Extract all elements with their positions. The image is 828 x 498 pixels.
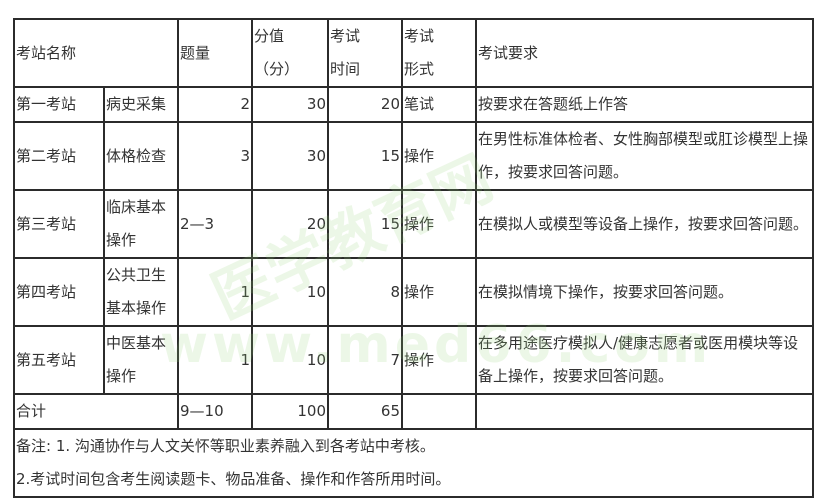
exam-station-table: 考站名称 题量 分值 （分） 考试时间 考试形式 考试要求 第一考站 病史采集 2… bbox=[12, 18, 815, 498]
total-time: 65 bbox=[327, 393, 404, 430]
header-question-count: 题量 bbox=[177, 18, 254, 88]
score-cell: 10 bbox=[251, 325, 330, 395]
header-station-name: 考站名称 bbox=[12, 18, 180, 88]
header-format-line2: 形式 bbox=[404, 60, 435, 78]
table-header-row: 考站名称 题量 分值 （分） 考试时间 考试形式 考试要求 bbox=[12, 18, 815, 88]
requirement-cell: 在模拟情境下操作，按要求回答问题。 bbox=[475, 257, 815, 327]
total-requirement bbox=[475, 393, 815, 430]
requirement-cell: 在男性标准体检者、女性胸部模型或肛诊模型上操作，按要求回答问题。 bbox=[475, 121, 815, 191]
subject-cell: 病史采集 bbox=[102, 86, 180, 123]
header-format-line1: 考试 bbox=[404, 27, 435, 45]
count-cell: 2 bbox=[177, 86, 254, 123]
time-cell: 15 bbox=[327, 189, 404, 259]
count-cell: 2—3 bbox=[177, 189, 254, 259]
format-cell: 操作 bbox=[401, 189, 478, 259]
note-line-2: 2.考试时间包含考生阅读题卡、物品准备、操作和作答所用时间。 bbox=[16, 470, 451, 488]
table-row: 第一考站 病史采集 2 30 20 笔试 按要求在答题纸上作答 bbox=[13, 86, 815, 123]
table-row: 第二考站 体格检查 3 30 15 操作 在男性标准体检者、女性胸部模型或肛诊模… bbox=[13, 121, 815, 191]
time-cell: 7 bbox=[327, 325, 404, 395]
count-cell: 3 bbox=[177, 121, 254, 191]
header-score: 分值 （分） bbox=[251, 18, 330, 88]
score-cell: 30 bbox=[251, 121, 330, 191]
total-score: 100 bbox=[251, 393, 330, 430]
table-row: 第三考站 临床基本操作 2—3 20 15 操作 在模拟人或模型等设备上操作，按… bbox=[13, 189, 815, 259]
requirement-cell: 在多用途医疗模拟人/健康志愿者或医用模块等设备上操作，按要求回答问题。 bbox=[475, 325, 815, 395]
format-cell: 操作 bbox=[401, 325, 478, 395]
count-cell: 1 bbox=[177, 325, 254, 395]
header-time-line2: 时间 bbox=[330, 60, 361, 78]
header-score-line1: 分值 bbox=[254, 27, 285, 45]
header-format: 考试 形式 bbox=[401, 18, 478, 88]
total-format bbox=[401, 393, 478, 430]
header-time-line1: 考试 bbox=[330, 27, 361, 45]
subject-cell: 中医基本操作 bbox=[102, 325, 180, 395]
total-row: 合计 9—10 100 65 bbox=[12, 393, 815, 430]
station-cell: 第一考站 bbox=[13, 86, 105, 123]
score-cell: 10 bbox=[251, 257, 330, 327]
note-line-1: 备注: 1. 沟通协作与人文关怀等职业素养融入到各考站中考核。 bbox=[16, 437, 435, 455]
header-requirements: 考试要求 bbox=[475, 18, 815, 88]
station-cell: 第二考站 bbox=[13, 121, 105, 191]
subject-cell: 体格检查 bbox=[102, 121, 180, 191]
format-cell: 笔试 bbox=[401, 86, 478, 123]
time-cell: 8 bbox=[327, 257, 404, 327]
table-row: 第四考站 公共卫生基本操作 1 10 8 操作 在模拟情境下操作，按要求回答问题… bbox=[13, 257, 815, 327]
score-cell: 20 bbox=[251, 189, 330, 259]
station-cell: 第五考站 bbox=[13, 325, 105, 395]
count-cell: 1 bbox=[177, 257, 254, 327]
header-time: 考试 时间 bbox=[327, 18, 404, 88]
subject-cell: 临床基本操作 bbox=[102, 189, 180, 259]
total-label: 合计 bbox=[12, 393, 180, 430]
format-cell: 操作 bbox=[401, 257, 478, 327]
notes-cell: 备注: 1. 沟通协作与人文关怀等职业素养融入到各考站中考核。 2.考试时间包含… bbox=[12, 428, 815, 498]
time-cell: 15 bbox=[327, 121, 404, 191]
format-cell: 操作 bbox=[401, 121, 478, 191]
station-cell: 第三考站 bbox=[13, 189, 105, 259]
score-cell: 30 bbox=[251, 86, 330, 123]
table-row: 第五考站 中医基本操作 1 10 7 操作 在多用途医疗模拟人/健康志愿者或医用… bbox=[13, 325, 815, 395]
notes-row: 备注: 1. 沟通协作与人文关怀等职业素养融入到各考站中考核。 2.考试时间包含… bbox=[12, 428, 815, 498]
header-score-line2: （分） bbox=[254, 60, 300, 78]
time-cell: 20 bbox=[327, 86, 404, 123]
subject-cell: 公共卫生基本操作 bbox=[102, 257, 180, 327]
total-count: 9—10 bbox=[177, 393, 254, 430]
requirement-cell: 在模拟人或模型等设备上操作，按要求回答问题。 bbox=[475, 189, 815, 259]
requirement-cell: 按要求在答题纸上作答 bbox=[475, 86, 815, 123]
station-cell: 第四考站 bbox=[13, 257, 105, 327]
